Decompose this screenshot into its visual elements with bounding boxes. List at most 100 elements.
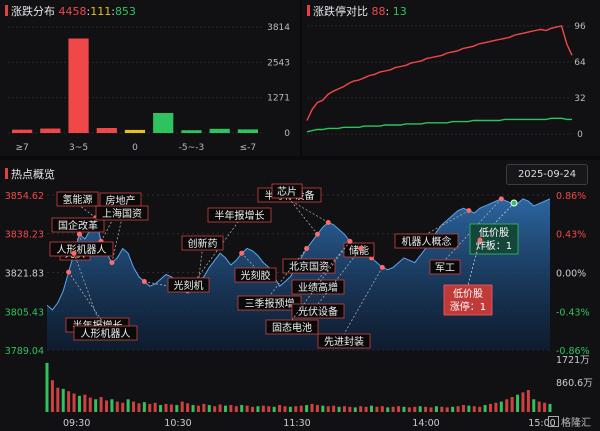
volume-bar bbox=[370, 405, 374, 412]
volume-bar bbox=[499, 401, 503, 412]
annotation-box bbox=[317, 333, 371, 349]
volume-bar bbox=[283, 406, 287, 412]
distribution-title: 涨跌分布 bbox=[11, 5, 55, 18]
annotation-dot bbox=[304, 245, 310, 251]
volume-bar bbox=[461, 405, 465, 412]
callout-line1: 低价股 bbox=[453, 287, 483, 300]
annotation-label: 房地产 bbox=[106, 194, 136, 207]
x-tick-label: ≥7 bbox=[15, 143, 28, 153]
sep: : bbox=[111, 5, 115, 18]
volume-bar bbox=[202, 403, 206, 412]
annotation-leader bbox=[198, 247, 203, 282]
flat-count: 111 bbox=[90, 5, 112, 18]
callout-leader bbox=[493, 202, 515, 225]
annotation-leader bbox=[426, 210, 470, 235]
volume-bar bbox=[543, 402, 547, 412]
volume-bar bbox=[267, 406, 271, 412]
volume-bar bbox=[440, 406, 444, 412]
date-value: 2025-09-24 bbox=[517, 169, 577, 180]
volume-bar bbox=[67, 391, 71, 412]
volume-bar bbox=[164, 403, 168, 412]
annotation-box bbox=[95, 205, 149, 221]
y-right-tick-label: 0.86% bbox=[556, 191, 586, 202]
y-tick-label: 0 bbox=[577, 130, 583, 140]
volume-bar bbox=[191, 405, 195, 412]
annotation-label: 人形机器人 bbox=[81, 327, 131, 340]
y-right-tick-label: -0.86% bbox=[556, 346, 590, 357]
volume-bar bbox=[207, 405, 211, 412]
volume-bar bbox=[337, 406, 341, 412]
annotation-box bbox=[56, 191, 99, 207]
annotation-box bbox=[49, 241, 114, 257]
bar-8 bbox=[237, 129, 258, 133]
volume-bar bbox=[413, 406, 417, 412]
volume-bar bbox=[380, 406, 384, 412]
y-tick-label: 3814 bbox=[267, 23, 290, 33]
limit-chart: 0 32 64 96 bbox=[306, 22, 586, 140]
volume-bar bbox=[510, 396, 514, 412]
volume-tick-label: 860.6万 bbox=[556, 378, 593, 389]
sep: : bbox=[86, 5, 91, 18]
volume-bar bbox=[251, 406, 255, 412]
volume-bar bbox=[364, 406, 368, 412]
volume-bar bbox=[521, 392, 525, 412]
limit-up-count: 88 bbox=[371, 5, 386, 18]
limit-title-row: 涨跌停对比 88: 13 bbox=[307, 3, 407, 19]
annotation-leader bbox=[73, 253, 98, 319]
annotation-label: 人形机器人 bbox=[57, 243, 107, 256]
volume-bar bbox=[256, 406, 260, 412]
volume-bar bbox=[77, 395, 81, 412]
x-tick-label: 14:00 bbox=[412, 418, 439, 429]
volume-bar bbox=[186, 403, 190, 412]
annotation-label: 储能 bbox=[349, 244, 369, 257]
down-count: 853 bbox=[114, 5, 136, 18]
callout-box bbox=[443, 284, 493, 316]
bar-1 bbox=[40, 128, 61, 133]
annotation-leader bbox=[289, 199, 329, 223]
volume-bar bbox=[424, 406, 428, 412]
annotation-label: 上海国资 bbox=[102, 207, 142, 220]
sep: : bbox=[385, 5, 390, 18]
annotation-dot bbox=[239, 250, 245, 256]
volume-bar bbox=[305, 405, 309, 412]
price-area bbox=[47, 198, 550, 350]
volume-bar bbox=[213, 406, 217, 412]
callout-dot bbox=[477, 237, 483, 243]
volume-bar bbox=[223, 405, 227, 412]
volume-bar bbox=[467, 405, 471, 412]
annotation-label: 创新药 bbox=[188, 237, 218, 250]
y-tick-label: 96 bbox=[574, 22, 586, 32]
volume-bar bbox=[132, 401, 136, 412]
volume-bar bbox=[126, 399, 130, 412]
date-picker[interactable]: 2025-09-24 bbox=[506, 164, 588, 185]
volume-bar bbox=[229, 405, 233, 412]
annotation-box bbox=[429, 259, 461, 275]
annotation-label: 三季报预增 bbox=[245, 297, 295, 310]
bar-4 bbox=[124, 129, 146, 133]
annotation-leader bbox=[291, 241, 351, 321]
callout-line2: 涨停：1 bbox=[450, 300, 486, 313]
hot-panel: 热点概览 2025-09-24 3854.62 0.86% 3838.23 0.43%… bbox=[0, 160, 600, 431]
annotation-box bbox=[394, 233, 459, 249]
volume-bar bbox=[148, 403, 152, 412]
x-tick-label: 15:00 bbox=[528, 418, 555, 429]
y-left-tick-label: 3854.62 bbox=[5, 191, 44, 202]
limit-panel: 涨跌停对比 88: 13 0 32 64 96 bbox=[302, 0, 600, 156]
annotation-label: 氢能源 bbox=[63, 193, 93, 206]
bar-5 bbox=[153, 112, 174, 133]
volume-bar bbox=[418, 406, 422, 412]
hot-title: 热点概览 bbox=[11, 168, 55, 181]
distribution-title-row: 涨跌分布 4458:111:853 bbox=[5, 3, 136, 19]
volume-bar bbox=[218, 404, 222, 412]
bar-6 bbox=[181, 130, 202, 133]
y-right-tick-label: -0.43% bbox=[556, 307, 590, 318]
annotation-label: 光伏设备 bbox=[298, 305, 338, 318]
x-tick-label: 10:30 bbox=[164, 418, 191, 429]
volume-bar bbox=[88, 397, 92, 412]
annotation-box bbox=[51, 217, 105, 233]
annotation-dot bbox=[325, 219, 331, 225]
volume-bar bbox=[142, 402, 146, 412]
volume-bar bbox=[315, 405, 319, 412]
annotation-box bbox=[73, 325, 138, 341]
volume-bar bbox=[72, 393, 76, 412]
